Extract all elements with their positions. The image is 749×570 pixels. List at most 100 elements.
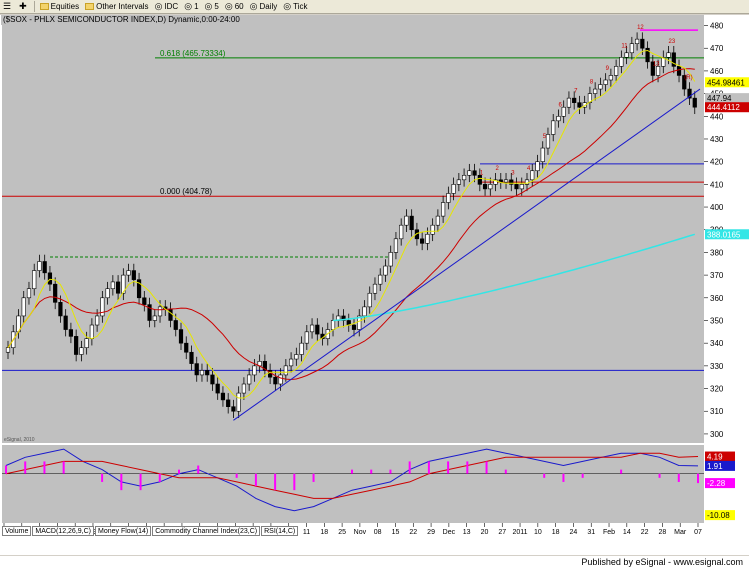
interval-1-label: 1 [194, 2, 199, 11]
candle-body [587, 93, 593, 103]
candle-body [477, 174, 482, 185]
candle-body [241, 383, 247, 394]
other-intervals-menu[interactable]: Other Intervals [82, 0, 151, 13]
x-tick-label: 20 [481, 529, 489, 536]
candle-body [178, 329, 184, 344]
candle-body [5, 347, 11, 353]
candle-body [634, 38, 640, 44]
price-chart[interactable]: 3003103203303403503603703803904004104204… [0, 15, 749, 555]
macd-label-bg [705, 460, 735, 471]
y-tick-label: 470 [710, 44, 724, 53]
x-tick-label: 07 [694, 529, 702, 536]
candle-body [435, 215, 440, 226]
candle-body [215, 383, 220, 394]
candle-body [79, 347, 84, 355]
candle-body [456, 179, 461, 185]
status-text: Published by eSignal - www.esignal.com [581, 557, 743, 567]
menu-icon[interactable]: ☰ [3, 1, 12, 11]
candle-body [661, 57, 666, 67]
window-title: ($SOX - PHLX SEMICONDUCTOR INDEX,D) Dyna… [1, 15, 242, 25]
interval-60[interactable]: ◎ 60 [224, 1, 244, 11]
candle-body [63, 315, 68, 330]
y-tick-label: 310 [710, 407, 724, 416]
candle-body [315, 324, 320, 335]
interval-tick[interactable]: ◎ Tick [283, 1, 308, 11]
x-tick-label: 29 [427, 529, 435, 536]
candle-body [409, 215, 414, 231]
macd-series-line [5, 452, 699, 499]
y-tick-label: 410 [710, 180, 724, 189]
candle-body [226, 399, 231, 407]
candle-body [493, 179, 498, 185]
ma-cyan-line [332, 233, 696, 322]
y-tick-label: 370 [710, 271, 724, 280]
x-tick-label: 22 [409, 529, 417, 536]
candle-body [561, 106, 566, 117]
candle-body [572, 97, 577, 103]
candle-body [189, 351, 194, 364]
separator [33, 1, 35, 12]
candle-body [194, 363, 199, 376]
candle-body [68, 329, 74, 337]
candle-body [231, 406, 236, 412]
candle-body [676, 66, 682, 76]
interval-5[interactable]: ◎ 5 [204, 1, 219, 11]
candle-body [514, 184, 519, 190]
candle-body [388, 252, 393, 267]
candle-body [184, 342, 189, 353]
y-tick-label: 420 [710, 158, 724, 167]
count-marker: 8 [590, 80, 594, 86]
candle-body [273, 376, 278, 385]
candle-body [205, 370, 210, 376]
other-intervals-label: Other Intervals [96, 2, 149, 11]
candle-body [467, 170, 472, 176]
candle-body [640, 38, 645, 49]
x-tick-label: Mar [674, 529, 687, 536]
interval-idc[interactable]: ◎ IDC [154, 1, 179, 11]
tab-rsi[interactable]: RSI(14,C) [261, 526, 299, 536]
x-tick-label: 2011 [513, 529, 528, 536]
candle-body [488, 184, 493, 190]
interval-60-label: 60 [234, 2, 244, 11]
candle-body [288, 358, 294, 367]
candle-body [121, 274, 126, 294]
tab-money-flow[interactable]: Money Flow(14) [95, 526, 152, 536]
candle-body [357, 315, 362, 330]
price-label: 454.98461 [707, 78, 745, 87]
interval-tick-label: Tick [293, 2, 308, 11]
tab-cci[interactable]: Commodity Channel Index(23,C) [152, 526, 261, 536]
macd-label: -2.28 [707, 479, 726, 488]
x-tick-label: 18 [552, 529, 560, 536]
y-tick-label: 380 [710, 248, 724, 257]
candle-body [593, 88, 598, 94]
candle-body [115, 281, 121, 294]
crosshair-icon[interactable]: ✚ [19, 1, 27, 11]
count-marker: 5 [543, 134, 547, 140]
candle-body [220, 392, 226, 401]
fib-label: 0.618 (465.73334) [160, 49, 226, 58]
candle-body [598, 84, 603, 90]
y-tick-label: 430 [710, 135, 724, 144]
tab-macd[interactable]: MACD(12,26,9,C) [32, 526, 94, 536]
equities-menu[interactable]: Equities [37, 0, 82, 13]
count-marker: 4 [527, 166, 531, 172]
status-bar: Published by eSignal - www.esignal.com [0, 556, 749, 570]
candle-body [619, 57, 624, 67]
interval-1[interactable]: ◎ 1 [184, 1, 199, 11]
candle-body [136, 279, 142, 299]
candle-body [236, 392, 241, 412]
macd-label: -10.08 [707, 511, 730, 520]
candle-body [42, 261, 47, 274]
tab-volume[interactable]: Volume [2, 526, 32, 536]
candle-body [304, 331, 309, 344]
candle-body [126, 270, 131, 276]
idc-label: IDC [164, 2, 179, 11]
toolbar: ☰ ✚ Equities Other Intervals ◎ IDC ◎ 1 ◎ 5 … [0, 0, 749, 14]
x-tick-label: 27 [498, 529, 506, 536]
candle-body [58, 302, 63, 317]
count-marker: 11 [621, 43, 628, 49]
candle-body [404, 215, 409, 226]
candle-body [299, 342, 304, 355]
interval-daily[interactable]: ◎ Daily [249, 1, 278, 11]
candle-body [84, 338, 89, 349]
